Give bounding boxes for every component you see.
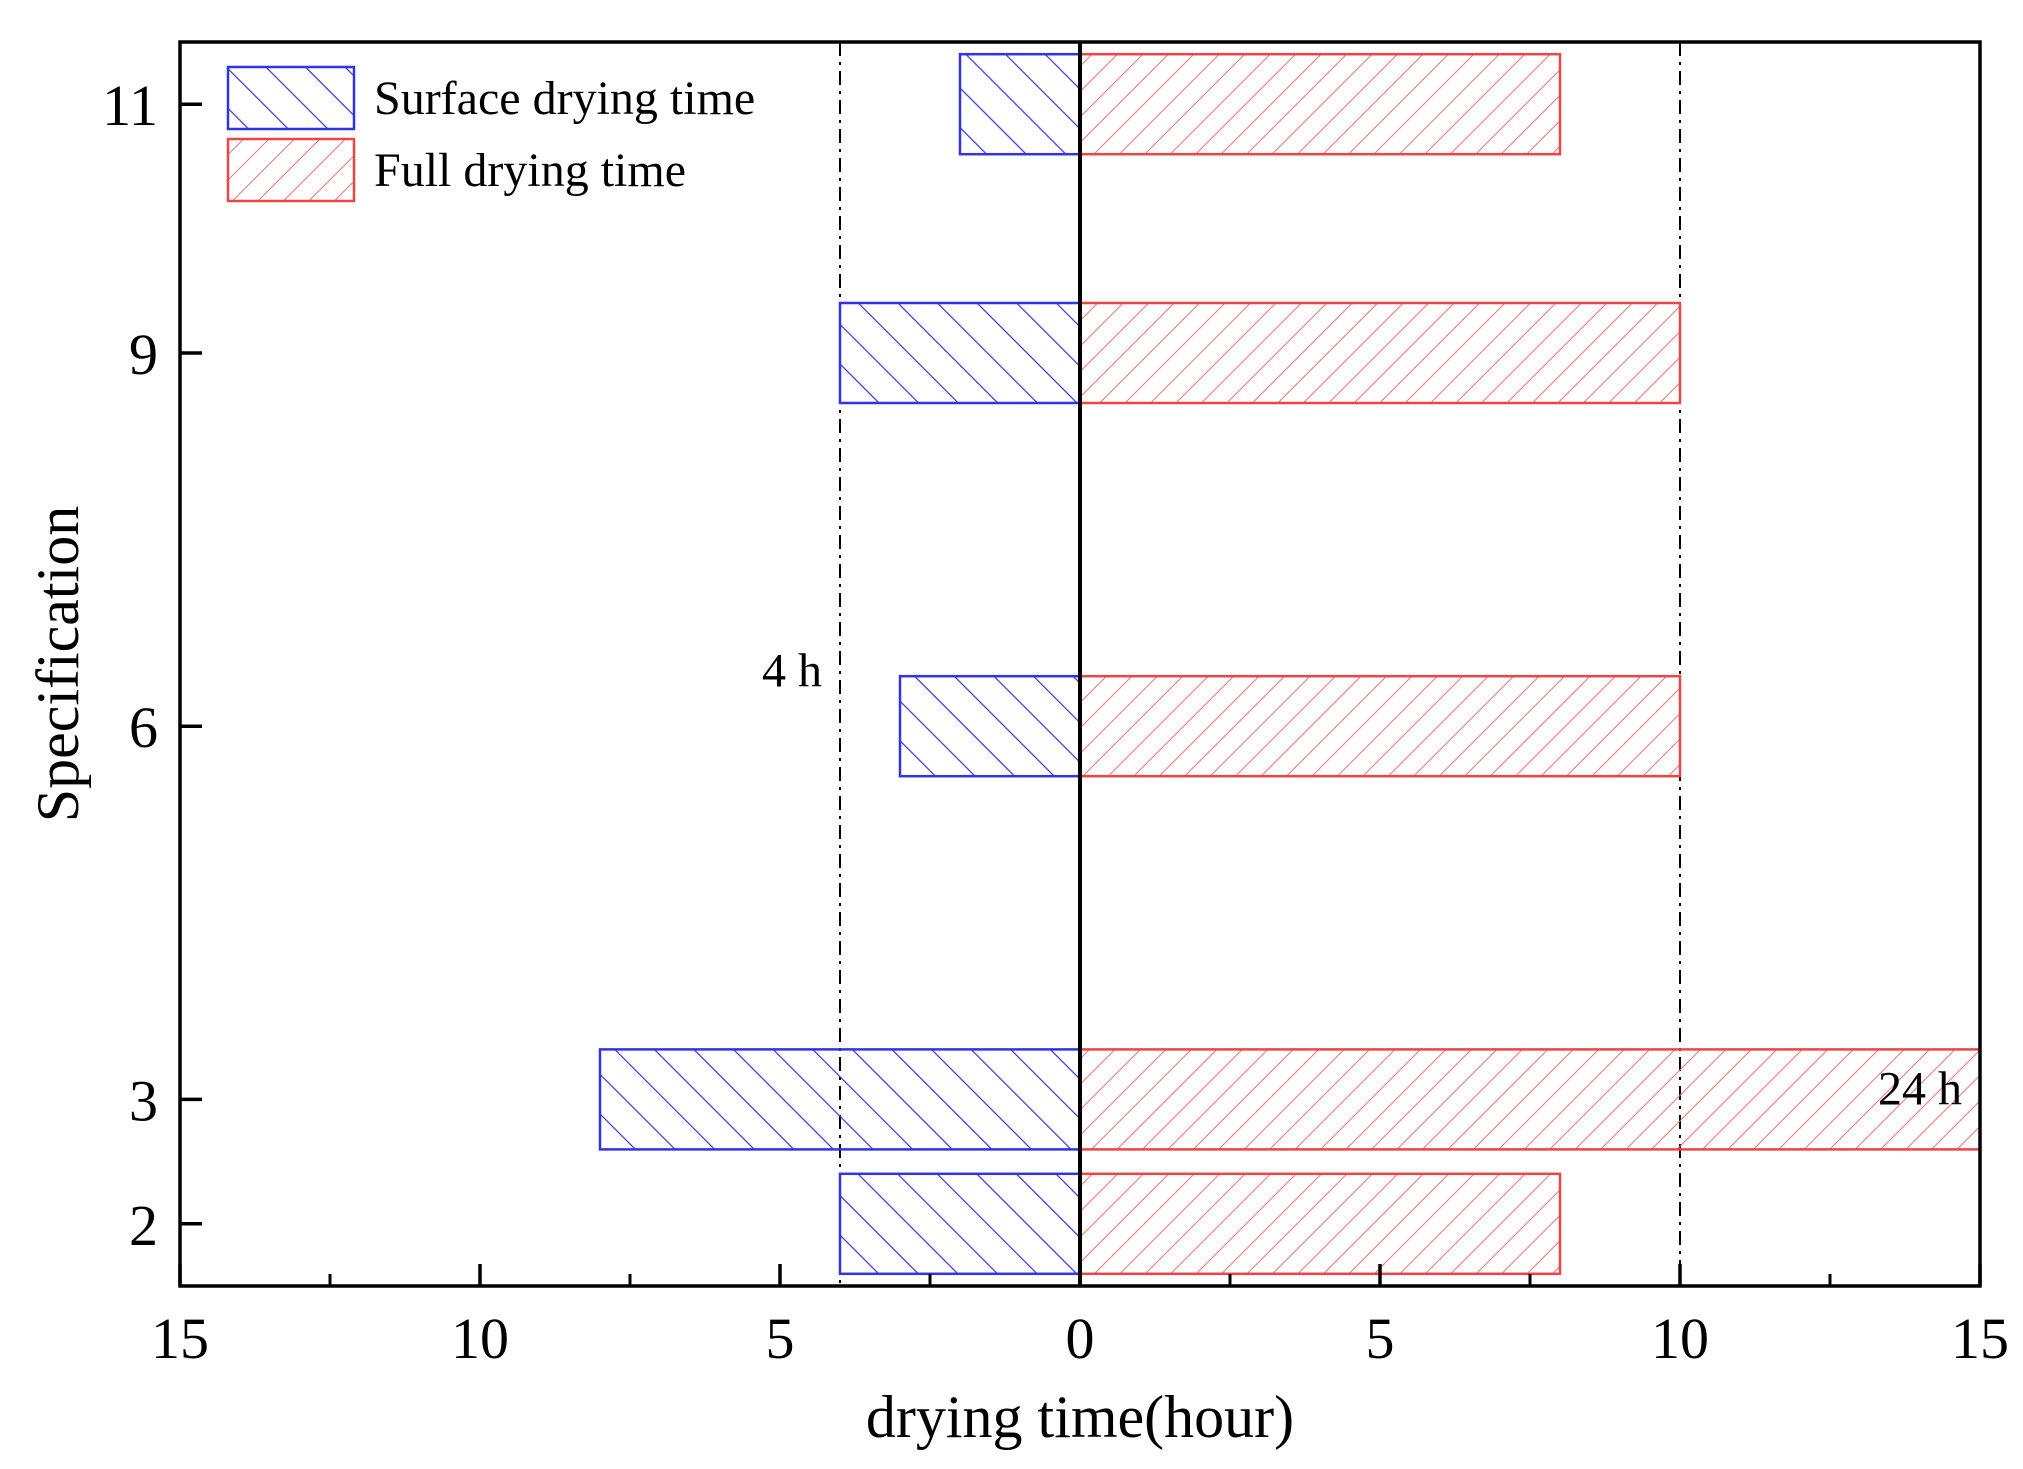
annotations: 4 h 24 h <box>762 644 1962 1115</box>
legend-label-full-drying-time: Full drying time <box>374 144 686 197</box>
bar-full-drying-time-spec-3 <box>1078 1048 1980 1151</box>
bar-full-drying-time-spec-2 <box>1078 1172 1562 1276</box>
legend-swatch-surface-drying-time <box>226 65 356 131</box>
x-tick-label: 15 <box>1951 1306 2009 1371</box>
y-tick-label: 2 <box>129 1193 158 1258</box>
y-tick-label: 11 <box>102 73 158 138</box>
y-tick-label: 3 <box>129 1068 158 1133</box>
legend-swatch-full-drying-time <box>226 137 356 203</box>
x-axis-ticks: 15 10 5 0 5 10 15 <box>151 1264 2009 1371</box>
annotation-24-h: 24 h <box>1878 1062 1962 1115</box>
y-axis-title: Specification <box>25 506 91 823</box>
x-tick-label: 5 <box>766 1306 795 1371</box>
x-tick-label: 15 <box>151 1306 209 1371</box>
bar-surface-drying-time-spec-2 <box>838 1172 1082 1276</box>
x-tick-label: 5 <box>1366 1306 1395 1371</box>
y-tick-label: 9 <box>129 322 158 387</box>
bar-full-drying-time-spec-11 <box>1078 52 1562 156</box>
bar-surface-drying-time-spec-3 <box>598 1048 1082 1151</box>
y-axis-ticks: 11 9 6 3 2 <box>102 73 202 1258</box>
bar-surface-drying-time-spec-9 <box>838 301 1082 405</box>
annotation-4-h: 4 h <box>762 644 822 697</box>
bar-full-drying-time-spec-6 <box>1078 674 1682 778</box>
y-tick-label: 6 <box>129 695 158 760</box>
x-tick-label: 0 <box>1066 1306 1095 1371</box>
x-axis-title: drying time(hour) <box>866 1384 1294 1450</box>
x-tick-label: 10 <box>1651 1306 1709 1371</box>
x-tick-label: 10 <box>451 1306 509 1371</box>
legend-label-surface-drying-time: Surface drying time <box>374 72 755 125</box>
legend: Surface drying time Full drying time <box>226 65 755 203</box>
bar-surface-drying-time-spec-11 <box>958 52 1082 156</box>
bar-full-drying-time-spec-9 <box>1078 301 1682 405</box>
bar-surface-drying-time-spec-6 <box>898 674 1082 778</box>
